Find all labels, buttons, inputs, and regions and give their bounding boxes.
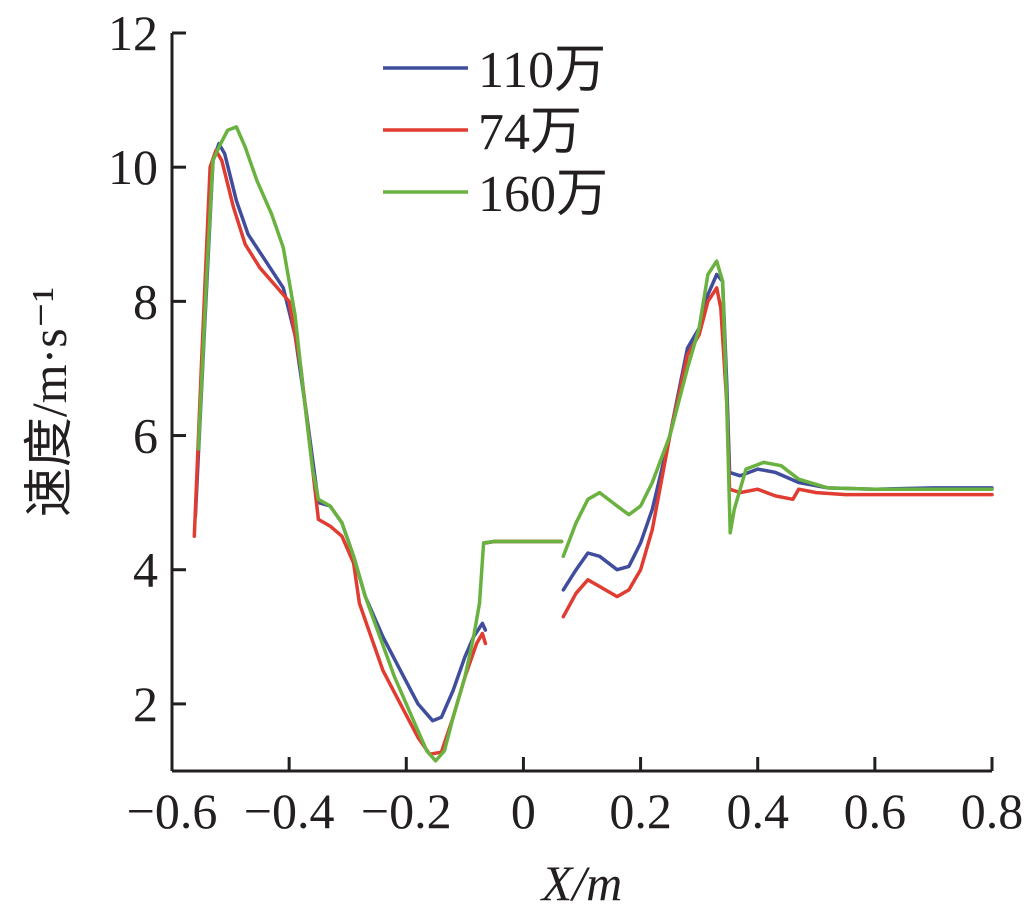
x-tick-label: −0.2 bbox=[361, 783, 452, 839]
y-tick-label: 4 bbox=[133, 542, 158, 598]
series-3 bbox=[196, 125, 994, 763]
x-tick-label: 0 bbox=[511, 783, 536, 839]
series-line bbox=[193, 141, 488, 723]
x-ticks: −0.6 −0.4 −0.2 0 0.2 0.4 0.6 0.8 bbox=[127, 757, 1024, 839]
series-1 bbox=[193, 141, 994, 723]
x-axis-title: X/m bbox=[540, 855, 623, 911]
y-ticks: 2 4 6 8 10 12 bbox=[108, 5, 186, 732]
x-tick-label: −0.4 bbox=[244, 783, 335, 839]
x-tick-label: 0.4 bbox=[726, 783, 789, 839]
x-tick-label: −0.6 bbox=[127, 783, 218, 839]
series-line bbox=[561, 272, 994, 592]
series-line bbox=[561, 286, 994, 619]
series-line bbox=[477, 539, 564, 606]
axes bbox=[170, 33, 992, 773]
y-tick-label: 10 bbox=[108, 139, 158, 195]
x-tick-label: 0.2 bbox=[609, 783, 672, 839]
y-tick-label: 8 bbox=[133, 273, 158, 329]
series-line bbox=[561, 259, 994, 559]
y-tick-label: 12 bbox=[108, 5, 158, 61]
legend-label: 110万 bbox=[478, 42, 606, 99]
y-tick-label: 2 bbox=[133, 676, 158, 732]
legend-label: 74万 bbox=[478, 104, 582, 161]
x-tick-label: 0.6 bbox=[844, 783, 907, 839]
y-tick-label: 6 bbox=[133, 408, 158, 464]
x-tick-label: 0.8 bbox=[961, 783, 1024, 839]
series-line bbox=[192, 148, 488, 756]
legend-label: 160万 bbox=[478, 166, 608, 223]
y-axis-title: 速度/m·s⁻¹ bbox=[21, 287, 77, 517]
series-line bbox=[196, 125, 482, 763]
series-layer bbox=[192, 125, 994, 763]
series-2 bbox=[192, 148, 994, 756]
